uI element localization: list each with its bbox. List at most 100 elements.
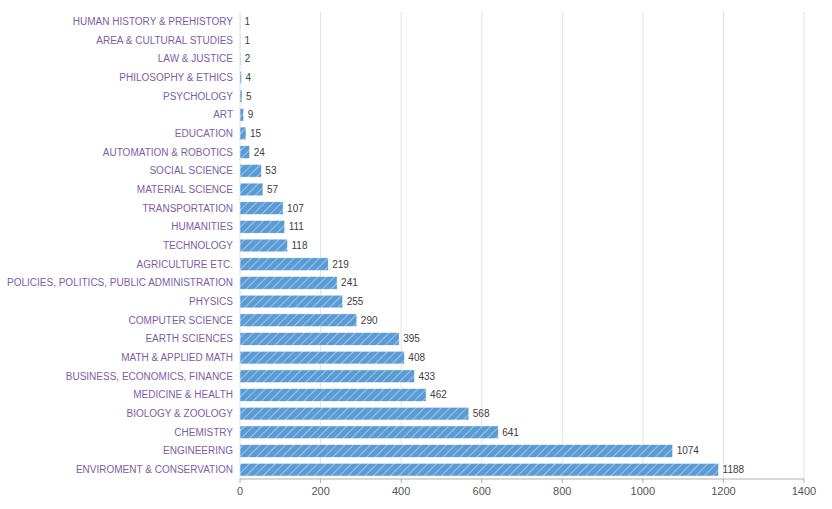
data-label: 107 [287,203,304,214]
category-label: TRANSPORTATION [142,203,233,214]
data-label: 1188 [723,464,745,475]
bar [240,370,414,383]
bar [240,239,288,252]
category-label: MEDICINE & HEALTH [133,389,233,400]
data-label: 395 [403,333,420,344]
x-tick-label: 600 [473,485,491,497]
bars [240,15,719,476]
tick-mark [401,479,402,483]
y-tick-labels: HUMAN HISTORY & PREHISTORY AREA & CULTURA… [7,16,233,475]
bar [240,108,244,121]
bar [240,314,357,327]
bar [240,183,263,196]
category-label: COMPUTER SCIENCE [129,315,234,326]
category-label: BIOLOGY & ZOOLOGY [126,408,233,419]
data-label: 53 [265,165,277,176]
data-label: 57 [267,184,279,195]
x-tick-label: 200 [311,485,329,497]
grid-line [804,12,805,479]
x-tick-label: 1400 [792,485,816,497]
data-label: 641 [502,427,519,438]
bar [240,164,261,177]
bar [240,71,242,84]
category-label: ENGINEERING [163,445,233,456]
data-label: 241 [341,277,358,288]
tick-mark [562,479,563,483]
bar [240,34,241,47]
tick-mark [320,479,321,483]
category-label: EDUCATION [175,128,233,139]
bar [240,333,399,346]
x-axis-line [240,479,804,480]
bar [240,351,404,364]
tick-mark [804,479,805,483]
data-label: 9 [248,109,254,120]
data-label: 1074 [677,445,700,456]
data-label: 255 [347,296,364,307]
bar [240,277,337,290]
category-label: AGRICULTURE ETC. [137,259,234,270]
bar [240,15,241,28]
x-tick-label: 400 [392,485,410,497]
bar [240,463,719,476]
tick-mark [642,479,643,483]
category-label: CHEMISTRY [174,427,233,438]
data-label: 219 [332,259,349,270]
data-label: 1 [244,35,250,46]
tick-mark [723,479,724,483]
x-tick-label: 0 [237,485,243,497]
grid-line [562,12,563,479]
grid-line [723,12,724,479]
bar [240,202,283,215]
category-label: LAW & JUSTICE [158,53,234,64]
category-label: PHILOSOPHY & ETHICS [119,72,233,83]
bar [240,127,246,140]
category-label: AREA & CULTURAL STUDIES [96,35,233,46]
category-label: SOCIAL SCIENCE [149,165,233,176]
data-label: 15 [250,128,262,139]
data-label: 118 [292,240,308,251]
category-label: PSYCHOLOGY [163,91,233,102]
tick-mark [240,479,241,483]
category-label: HUMAN HISTORY & PREHISTORY [73,16,234,27]
x-tick-label: 1200 [711,485,735,497]
data-label: 4 [246,72,252,83]
bar [240,90,242,103]
chart-container: HUMAN HISTORY & PREHISTORY AREA & CULTURA… [0,0,832,509]
data-label: 5 [246,91,252,102]
data-label: 2 [245,53,251,64]
grid-line [642,12,643,479]
background [0,0,832,509]
data-label: 433 [418,371,435,382]
data-label: 408 [408,352,425,363]
category-label: PHYSICS [189,296,233,307]
x-tick-label: 1000 [631,485,655,497]
category-label: ENVIROMENT & CONSERVATION [76,464,233,475]
x-ticks: 0 200 400 600 800 1000 1200 1400 [237,479,816,497]
category-label: MATH & APPLIED MATH [121,352,233,363]
data-label: 111 [289,221,305,232]
category-label: ART [213,109,233,120]
bar [240,426,498,439]
category-label: TECHNOLOGY [163,240,233,251]
bar [240,146,250,159]
tick-mark [481,479,482,483]
category-label: MATERIAL SCIENCE [137,184,233,195]
category-label: POLICIES, POLITICS, PUBLIC ADMINISTRATIO… [7,277,233,288]
data-label: 290 [361,315,378,326]
bar [240,52,241,65]
category-label: EARTH SCIENCES [145,333,233,344]
data-label: 24 [254,147,266,158]
category-label: AUTOMATION & ROBOTICS [103,147,234,158]
grid [240,12,804,479]
bar [240,389,426,402]
bar [240,407,469,420]
bar [240,258,328,271]
x-tick-label: 800 [553,485,571,497]
data-label: 1 [244,16,250,27]
category-label: HUMANITIES [171,221,233,232]
bar [240,295,343,308]
category-label: BUSINESS, ECONOMICS, FINANCE [66,371,234,382]
chart-svg: HUMAN HISTORY & PREHISTORY AREA & CULTURA… [0,0,832,509]
data-label: 568 [473,408,490,419]
